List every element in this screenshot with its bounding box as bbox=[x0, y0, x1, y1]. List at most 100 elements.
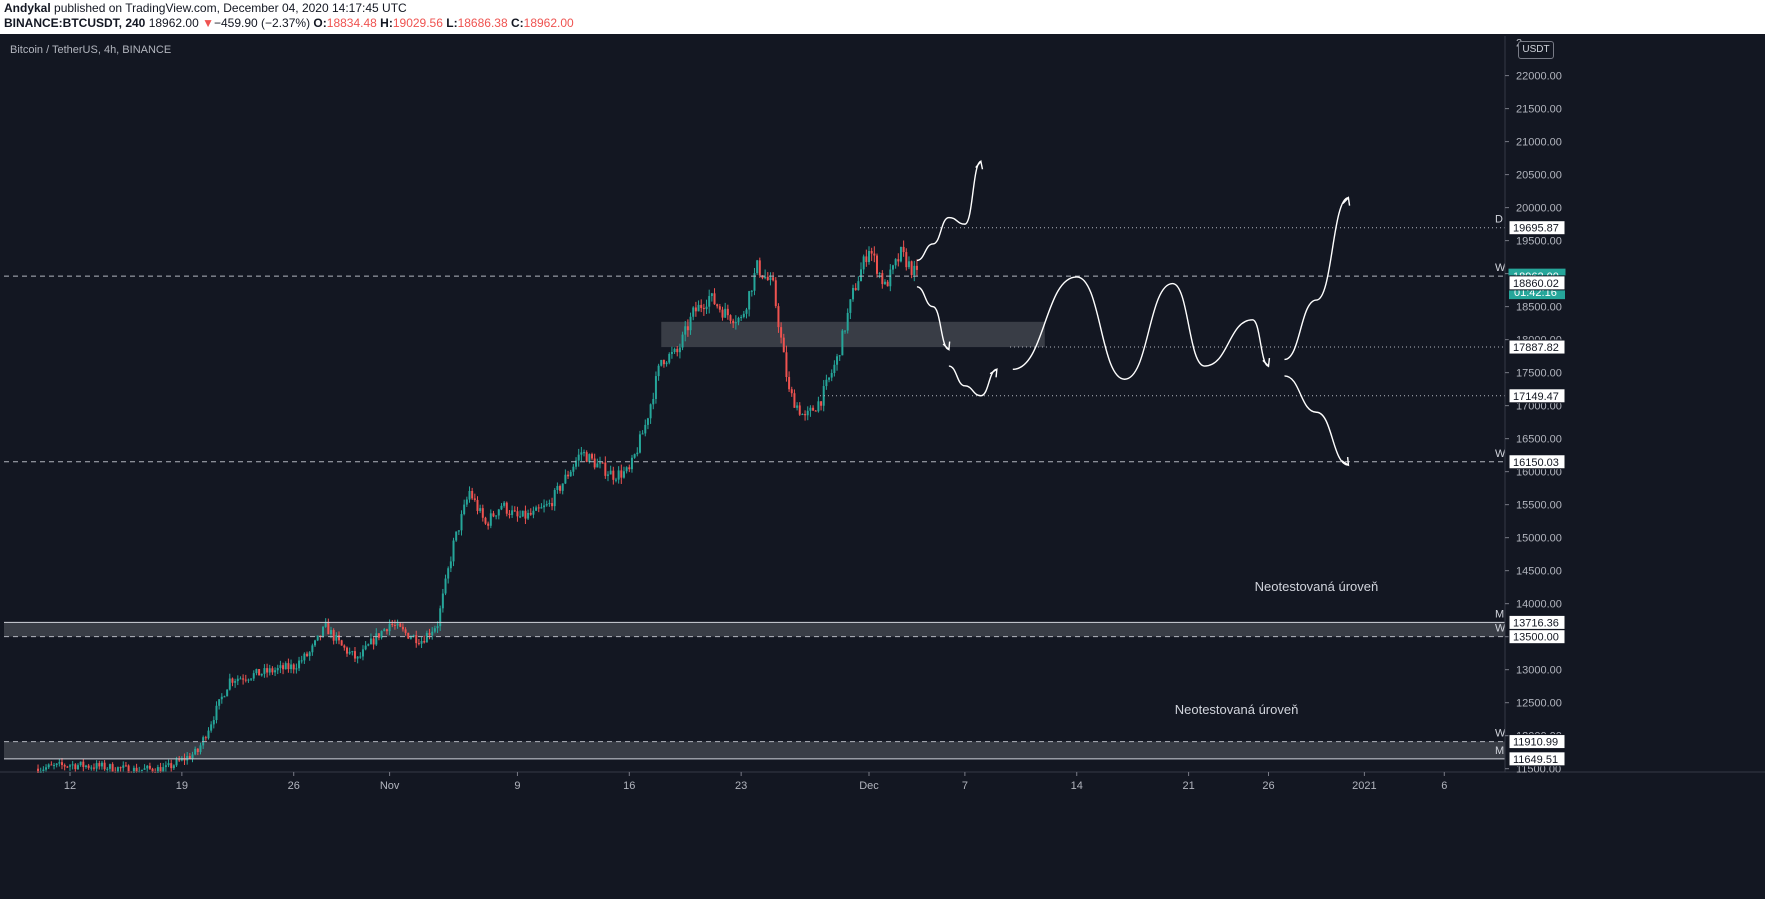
time-tick-label: 19 bbox=[176, 780, 188, 792]
level-marker: M bbox=[1495, 745, 1504, 757]
candle-body bbox=[545, 504, 548, 506]
candle-body bbox=[814, 410, 817, 412]
candle-body bbox=[638, 434, 641, 453]
candle-body bbox=[886, 281, 889, 287]
candle-body bbox=[737, 317, 740, 323]
candle-body bbox=[497, 509, 500, 516]
candle-body bbox=[337, 635, 340, 641]
candle-body bbox=[750, 290, 753, 292]
candle-body bbox=[889, 269, 892, 287]
candle-body bbox=[846, 312, 849, 331]
candle-body bbox=[383, 629, 386, 632]
candle-body bbox=[186, 756, 189, 761]
candle-body bbox=[63, 765, 66, 767]
candle-body bbox=[279, 665, 282, 668]
candle-body bbox=[111, 764, 114, 772]
candle-body bbox=[721, 309, 724, 318]
time-tick-label: 2021 bbox=[1352, 780, 1376, 792]
candle-body bbox=[673, 348, 676, 353]
candle-body bbox=[282, 665, 285, 670]
candle-body bbox=[61, 762, 64, 766]
candle-body bbox=[420, 641, 423, 644]
candle-body bbox=[479, 508, 482, 511]
price-tick-label: 14000.00 bbox=[1516, 599, 1562, 611]
candle-body bbox=[306, 653, 309, 657]
candle-body bbox=[108, 764, 111, 769]
candle-body bbox=[535, 507, 538, 511]
candle-body bbox=[553, 489, 556, 507]
publish-header: Andykal published on TradingView.com, De… bbox=[0, 0, 1765, 34]
candle-body bbox=[519, 516, 522, 518]
candle-body bbox=[132, 767, 135, 775]
candle-body bbox=[348, 651, 351, 654]
candle-body bbox=[140, 769, 143, 771]
arrow-head-icon bbox=[942, 341, 951, 352]
candle-body bbox=[298, 660, 301, 669]
candle-body bbox=[556, 486, 559, 490]
candle-body bbox=[913, 265, 916, 275]
candle-body bbox=[66, 766, 69, 768]
candle-body bbox=[577, 454, 580, 461]
price-tick-label: 16000.00 bbox=[1516, 467, 1562, 479]
price-tag-box bbox=[1508, 751, 1566, 767]
currency-button[interactable]: USDT bbox=[1518, 41, 1554, 59]
price-tick-label: 20000.00 bbox=[1516, 203, 1562, 215]
time-tick-label: 26 bbox=[288, 780, 300, 792]
candle-body bbox=[388, 623, 391, 632]
candle-body bbox=[345, 647, 348, 654]
high-label: H: bbox=[380, 16, 393, 30]
price-tag-box bbox=[1508, 629, 1566, 645]
candle-body bbox=[841, 330, 844, 356]
level-marker: M bbox=[1495, 608, 1504, 620]
open-label: O: bbox=[313, 16, 327, 30]
open-value: 18834.48 bbox=[326, 16, 377, 30]
candle-body bbox=[777, 306, 780, 328]
candle-body bbox=[290, 664, 293, 670]
candle-body bbox=[199, 745, 202, 753]
candle-body bbox=[583, 452, 586, 454]
candle-body bbox=[266, 668, 269, 673]
candle-body bbox=[865, 256, 868, 263]
price-tick-label: 17500.00 bbox=[1516, 368, 1562, 380]
candle-body bbox=[473, 498, 476, 500]
candle-body bbox=[391, 623, 394, 626]
candle-body bbox=[53, 765, 56, 767]
candle-body bbox=[340, 640, 343, 646]
candle-body bbox=[745, 309, 748, 314]
candle-body bbox=[103, 762, 106, 770]
candle-body bbox=[785, 352, 788, 378]
candle-body bbox=[849, 299, 852, 313]
candle-body bbox=[228, 678, 231, 690]
candle-body bbox=[311, 645, 314, 653]
candle-body bbox=[284, 663, 287, 670]
candle-body bbox=[247, 679, 250, 681]
candle-body bbox=[521, 510, 524, 517]
candle-body bbox=[527, 512, 530, 519]
candle-body bbox=[82, 761, 85, 767]
candle-body bbox=[439, 608, 442, 627]
candle-body bbox=[905, 252, 908, 268]
candle-body bbox=[308, 652, 311, 657]
candle-body bbox=[766, 276, 769, 280]
candle-body bbox=[319, 635, 322, 637]
candle-body bbox=[353, 651, 356, 659]
candle-body bbox=[412, 635, 415, 638]
candle-body bbox=[300, 660, 303, 662]
candle-body bbox=[718, 306, 721, 310]
candle-body bbox=[537, 507, 540, 509]
candle-body bbox=[860, 269, 863, 282]
candle-body bbox=[369, 638, 372, 645]
candle-body bbox=[724, 308, 727, 318]
candle-body bbox=[734, 322, 737, 324]
price-tick-label: 15000.00 bbox=[1516, 533, 1562, 545]
candle-body bbox=[713, 293, 716, 305]
candle-body bbox=[455, 531, 458, 541]
candle-body bbox=[55, 763, 58, 766]
author-name[interactable]: Andykal bbox=[4, 1, 51, 15]
price-tick-label: 12500.00 bbox=[1516, 698, 1562, 710]
candle-body bbox=[476, 499, 479, 511]
candle-body bbox=[170, 763, 173, 769]
candle-body bbox=[399, 623, 402, 627]
candle-body bbox=[263, 668, 266, 674]
